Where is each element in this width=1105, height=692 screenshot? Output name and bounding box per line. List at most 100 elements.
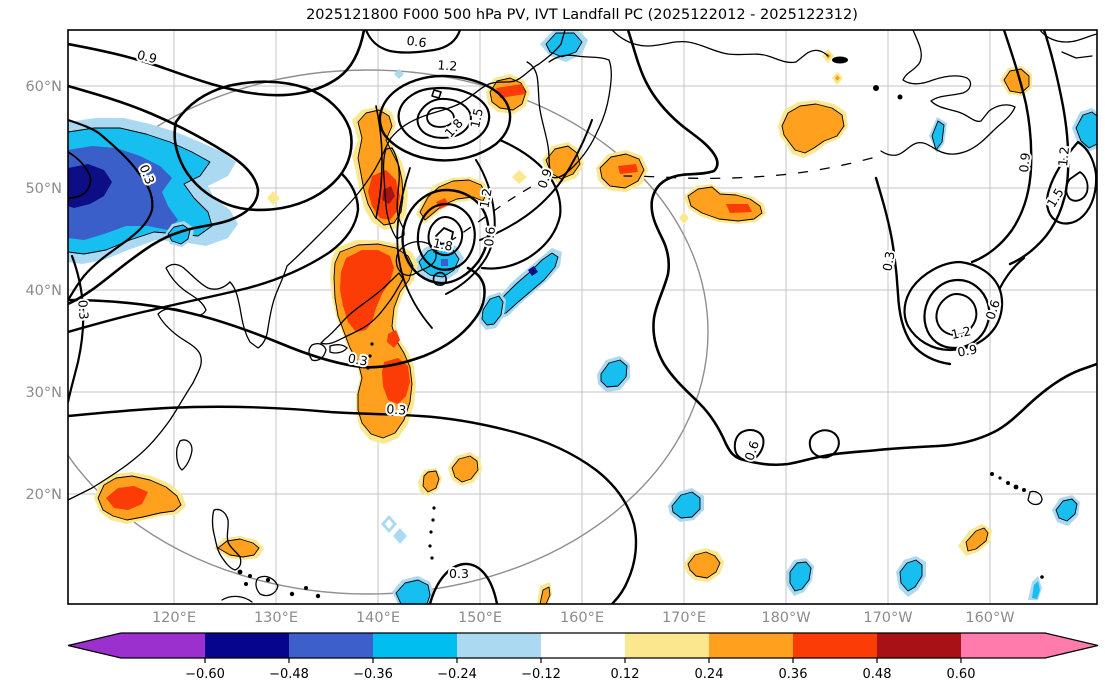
contour-okhotsk-dot	[431, 89, 442, 99]
contour-value-label: 0.6	[742, 439, 762, 463]
x-tick-label: 120°E	[152, 610, 196, 626]
colorbar-outline	[67, 632, 1099, 659]
landfall-verification-circle	[68, 69, 709, 595]
colorbar-segment	[289, 633, 373, 658]
contour-kamchatka-sw	[479, 119, 593, 241]
cold-anomaly-hawaii-south	[1052, 495, 1080, 526]
contour-pacific-03-loop	[626, 30, 1097, 467]
cold-anomaly-east-of-japan-south	[479, 292, 506, 330]
bering-island-2	[897, 94, 903, 100]
warm-anomaly-171e-12n	[684, 548, 724, 582]
coastline-luzon	[211, 508, 242, 571]
contour-03-west-edge	[68, 254, 85, 404]
cold-anomaly-marianas-diamonds	[381, 515, 407, 544]
cold-anomaly-tiny-diamond	[394, 69, 404, 79]
contour-value-label: 1.5	[467, 107, 486, 130]
contour-okhotsk-1p2	[378, 74, 512, 162]
colorbar-segment	[877, 633, 961, 658]
warm-anomaly-tiny-176e	[679, 212, 689, 224]
cold-anomaly-tropics-170e	[668, 488, 704, 522]
colorbar-tick-label: 0.24	[695, 667, 724, 682]
colorbar-segment	[121, 633, 205, 658]
mariana-islands-dots	[428, 506, 436, 560]
contour-labels: 0.90.30.30.61.21.51.80.91.20.61.80.30.30…	[73, 31, 1074, 583]
contour-value-label: 0.9	[136, 47, 159, 66]
contour-nw-diagonal	[68, 172, 360, 334]
contour-value-label: 0.3	[449, 566, 469, 581]
contour-value-label: 0.6	[481, 226, 498, 247]
contour-value-label: 1.2	[950, 323, 973, 342]
cold-anomaly-bottom-edge	[392, 576, 434, 604]
colorbar-tick-label: −0.48	[269, 667, 309, 682]
colorbar-tick-label: −0.24	[437, 667, 477, 682]
contour-japan-east-1p8	[427, 216, 464, 257]
x-tick-label: 170°E	[662, 610, 706, 626]
contour-alaska-inner	[1065, 171, 1089, 202]
coastline-korea-primorye	[229, 137, 392, 349]
colorbar: −0.60 −0.48 −0.36 −0.24 −0.12 0.12 0.24 0.36 0.4…	[67, 632, 1099, 682]
coastline-shikoku	[329, 344, 348, 354]
contour-alaska-1p5	[1045, 140, 1097, 225]
contour-03-bottom-bump	[428, 562, 499, 604]
contour-value-label: 1.8	[432, 235, 455, 254]
colorbar-tick-label: 0.36	[779, 667, 808, 682]
st-lawrence-island	[832, 56, 848, 64]
colorbar-segment	[709, 633, 793, 658]
contour-06-loop-a	[733, 429, 765, 462]
warm-anomaly-japan	[330, 240, 418, 444]
coastline-aleutian-islands	[623, 157, 873, 180]
contour-nw-03	[68, 118, 154, 302]
y-axis-tick-labels: 60°N 50°N 40°N 30°N 20°N	[25, 79, 62, 503]
contour-manchuria-lobe	[173, 80, 353, 212]
contour-top-06	[364, 30, 462, 54]
cold-anomaly-sliver-160w-south	[1028, 576, 1042, 600]
gridlines	[68, 30, 1097, 604]
contour-value-label: 0.6	[406, 33, 428, 51]
coastline-okhotsk-north	[390, 30, 566, 139]
coastline-taiwan	[176, 439, 193, 471]
coastline-borneo-edge	[221, 595, 253, 603]
colorbar-tick-label: −0.36	[353, 667, 393, 682]
colorbar-segment	[457, 633, 541, 658]
colorbar-tick-label: 0.60	[947, 667, 976, 682]
contour-japan-east-1p5	[416, 202, 476, 271]
contour-nepac-1p2	[935, 293, 978, 336]
colorbar-tick-label: 0.12	[611, 667, 640, 682]
coastline-se-china	[68, 382, 194, 501]
contour-value-label: 1.8	[441, 116, 465, 141]
contour-value-label: 1.2	[437, 57, 458, 73]
colorbar-segment	[373, 633, 457, 658]
warm-anomaly-small-diamonds-bering	[822, 49, 843, 85]
y-tick-label: 20°N	[25, 487, 62, 503]
cold-anomaly-west-edge	[68, 118, 238, 264]
x-tick-label: 160°W	[965, 610, 1014, 626]
warm-anomaly-162w-14n	[958, 524, 992, 556]
contour-okhotsk-inner	[426, 106, 455, 128]
x-tick-label: 160°E	[560, 610, 604, 626]
contour-alaska-09	[970, 30, 1033, 264]
colorbar-over-arrow	[1045, 633, 1098, 658]
contour-alaska-1p2	[1008, 30, 1070, 266]
contour-okhotsk-1p8	[416, 97, 472, 139]
warm-anomaly-tiny-kuril	[512, 170, 527, 184]
contour-value-label: 0.9	[956, 341, 978, 359]
contour-nw-sweep	[68, 84, 260, 306]
x-tick-label: 170°W	[863, 610, 912, 626]
colorbar-segment	[625, 633, 709, 658]
contour-japan-east-mini	[432, 271, 447, 286]
cold-anomaly-central-pacific	[597, 356, 630, 392]
warm-anomaly-164e	[596, 150, 648, 192]
contour-value-label: 0.3	[75, 299, 91, 320]
colorbar-tick-label: −0.12	[521, 667, 561, 682]
cold-anomaly-alaska-peninsula	[929, 117, 947, 153]
contour-value-label: 0.9	[1016, 152, 1033, 173]
colorbar-tick-label: −0.60	[185, 667, 225, 682]
x-tick-label: 130°E	[254, 610, 298, 626]
x-tick-label: 140°E	[356, 610, 400, 626]
warm-anomaly-south-china-20n	[94, 472, 186, 524]
contour-nepac-06-tail	[998, 256, 1026, 290]
coastline-chukotka	[611, 30, 829, 64]
colorbar-segment	[205, 633, 289, 658]
